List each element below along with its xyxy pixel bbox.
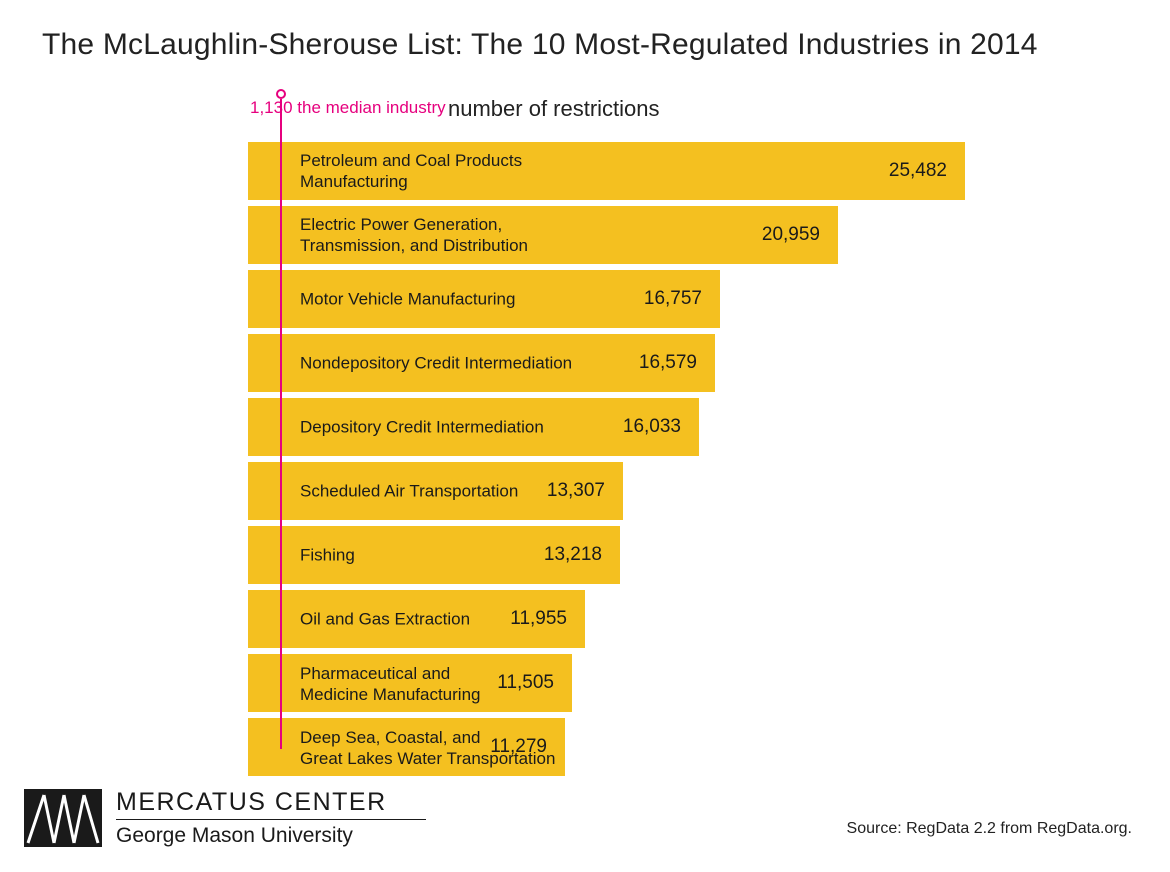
chart-title: The McLaughlin-Sherouse List: The 10 Mos… bbox=[42, 28, 1038, 62]
org-subname: George Mason University bbox=[116, 824, 426, 848]
org-name: MERCATUS CENTER bbox=[116, 788, 426, 817]
bars-container: Petroleum and Coal Products Manufacturin… bbox=[248, 142, 1068, 776]
bar-label: Petroleum and Coal Products Manufacturin… bbox=[300, 150, 600, 193]
median-value: 1,130 bbox=[250, 98, 293, 117]
bar-label: Fishing bbox=[300, 544, 355, 565]
bar-row: Fishing 13,218 bbox=[248, 526, 1068, 584]
bar-value: 16,757 bbox=[644, 288, 702, 310]
bar-row: Pharmaceutical andMedicine Manufacturing… bbox=[248, 654, 1068, 712]
median-marker-dot bbox=[276, 89, 286, 99]
bar-label: Depository Credit Intermediation bbox=[300, 416, 544, 437]
bar-row: Nondepository Credit Intermediation 16,57… bbox=[248, 334, 1068, 392]
bar-row: Motor Vehicle Manufacturing 16,757 bbox=[248, 270, 1068, 328]
logo-block: MERCATUS CENTER George Mason University bbox=[24, 788, 426, 848]
bar-value: 16,579 bbox=[639, 352, 697, 374]
chart-header: 1,130 the median industry number of rest… bbox=[248, 98, 1068, 136]
bar-label: Nondepository Credit Intermediation bbox=[300, 352, 572, 373]
mercatus-logo-icon bbox=[24, 789, 102, 847]
bar-row: Scheduled Air Transportation 13,307 bbox=[248, 462, 1068, 520]
bar-row: Depository Credit Intermediation 16,033 bbox=[248, 398, 1068, 456]
bar-value: 11,955 bbox=[510, 608, 567, 630]
bar-row: Deep Sea, Coastal, andGreat Lakes Water … bbox=[248, 718, 1068, 776]
bar-value: 13,218 bbox=[544, 544, 602, 566]
axis-title: number of restrictions bbox=[448, 96, 660, 122]
median-text: the median industry bbox=[297, 98, 445, 117]
source-citation: Source: RegData 2.2 from RegData.org. bbox=[847, 820, 1132, 838]
bar-row: Electric Power Generation, Transmission,… bbox=[248, 206, 1068, 264]
bar-value: 20,959 bbox=[762, 224, 820, 246]
logo-text: MERCATUS CENTER George Mason University bbox=[116, 788, 426, 848]
bar-value: 13,307 bbox=[547, 480, 605, 502]
bar-label: Pharmaceutical andMedicine Manufacturing bbox=[300, 663, 480, 706]
bar-value: 11,279 bbox=[490, 736, 547, 758]
logo-divider bbox=[116, 819, 426, 820]
bar-label: Oil and Gas Extraction bbox=[300, 608, 470, 629]
bar-value: 25,482 bbox=[889, 160, 947, 182]
bar-row: Petroleum and Coal Products Manufacturin… bbox=[248, 142, 1068, 200]
median-marker-stem bbox=[280, 99, 282, 749]
bar-label: Scheduled Air Transportation bbox=[300, 480, 518, 501]
chart-area: 1,130 the median industry number of rest… bbox=[248, 98, 1068, 782]
bar-value: 16,033 bbox=[623, 416, 681, 438]
bar-row: Oil and Gas Extraction 11,955 bbox=[248, 590, 1068, 648]
bar-label: Electric Power Generation, Transmission,… bbox=[300, 214, 600, 257]
bar-label: Motor Vehicle Manufacturing bbox=[300, 288, 515, 309]
bar-value: 11,505 bbox=[497, 672, 554, 694]
